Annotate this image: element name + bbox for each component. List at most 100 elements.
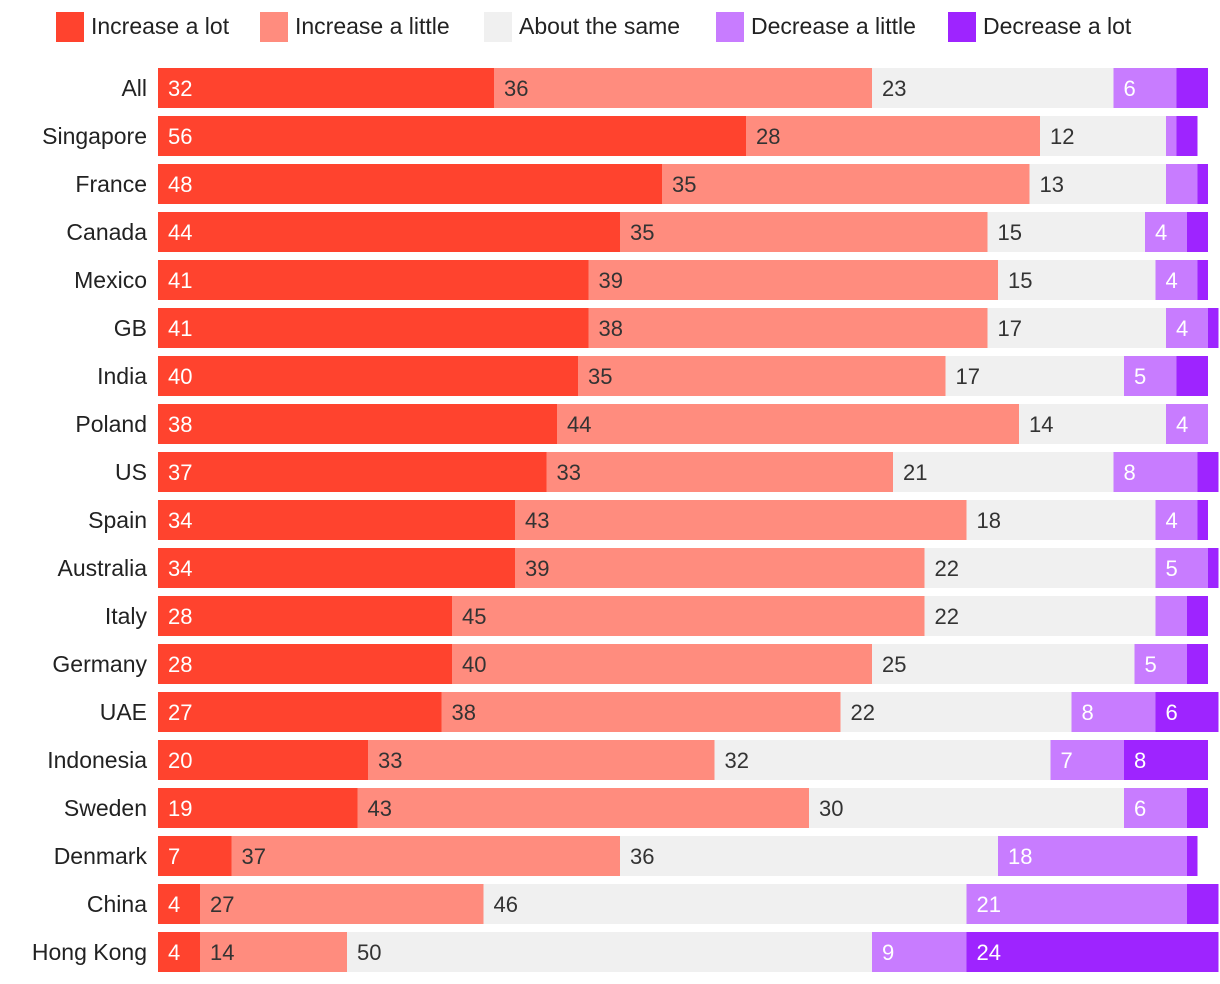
category-label: GB bbox=[114, 315, 147, 341]
row-all: All 32 36 23 6 bbox=[121, 68, 1208, 108]
bar-increase-a-lot bbox=[158, 500, 515, 540]
data-label-about-the-same: 50 bbox=[357, 940, 381, 965]
data-label-about-the-same: 21 bbox=[903, 460, 927, 485]
data-label-increase-a-lot: 19 bbox=[168, 796, 192, 821]
data-label-decrease-a-little: 9 bbox=[882, 940, 894, 965]
bar-increase-a-little bbox=[588, 308, 988, 348]
data-label-increase-a-little: 44 bbox=[567, 412, 591, 437]
row-gb: GB 41 38 17 4 bbox=[114, 308, 1219, 348]
data-label-increase-a-lot: 7 bbox=[168, 844, 180, 869]
row-italy: Italy 28 45 22 bbox=[105, 596, 1208, 636]
bar-about-the-same bbox=[924, 548, 1156, 588]
data-label-increase-a-little: 39 bbox=[599, 268, 623, 293]
category-label: France bbox=[75, 171, 147, 197]
data-label-about-the-same: 30 bbox=[819, 796, 843, 821]
category-label: Denmark bbox=[54, 843, 148, 869]
bar-increase-a-little bbox=[515, 548, 925, 588]
data-label-about-the-same: 18 bbox=[977, 508, 1001, 533]
bar-decrease-a-little bbox=[1166, 116, 1177, 156]
bar-increase-a-lot bbox=[158, 164, 662, 204]
bar-increase-a-little bbox=[620, 212, 988, 252]
data-label-decrease-a-lot: 6 bbox=[1166, 700, 1178, 725]
category-label: Indonesia bbox=[47, 747, 147, 773]
bar-increase-a-lot bbox=[158, 116, 746, 156]
data-label-increase-a-little: 39 bbox=[525, 556, 549, 581]
legend: Increase a lot Increase a little About the… bbox=[56, 12, 1132, 42]
category-label: Spain bbox=[88, 507, 147, 533]
bar-increase-a-little bbox=[357, 788, 809, 828]
data-label-increase-a-lot: 38 bbox=[168, 412, 192, 437]
bar-about-the-same bbox=[924, 596, 1156, 636]
bar-about-the-same bbox=[966, 500, 1156, 540]
bar-increase-a-little bbox=[588, 260, 998, 300]
data-label-increase-a-lot: 27 bbox=[168, 700, 192, 725]
data-label-about-the-same: 25 bbox=[882, 652, 906, 677]
data-label-about-the-same: 36 bbox=[630, 844, 654, 869]
bar-increase-a-lot bbox=[158, 212, 620, 252]
category-label: Poland bbox=[75, 411, 147, 437]
bar-increase-a-lot bbox=[158, 68, 494, 108]
data-label-increase-a-little: 37 bbox=[242, 844, 266, 869]
bar-decrease-a-lot bbox=[1197, 500, 1208, 540]
row-germany: Germany 28 40 25 5 bbox=[52, 644, 1208, 684]
bar-increase-a-lot bbox=[158, 932, 200, 972]
bar-increase-a-little bbox=[515, 500, 967, 540]
bar-about-the-same bbox=[483, 884, 967, 924]
legend-label-increase-a-lot: Increase a lot bbox=[91, 13, 230, 39]
bar-about-the-same bbox=[872, 644, 1135, 684]
row-sweden: Sweden 19 43 30 6 bbox=[64, 788, 1208, 828]
row-poland: Poland 38 44 14 4 bbox=[75, 404, 1208, 444]
data-label-increase-a-little: 33 bbox=[557, 460, 581, 485]
bar-increase-a-lot bbox=[158, 740, 368, 780]
data-label-increase-a-little: 38 bbox=[452, 700, 476, 725]
bar-about-the-same bbox=[714, 740, 1051, 780]
bar-decrease-a-lot bbox=[1197, 260, 1208, 300]
data-label-about-the-same: 12 bbox=[1050, 124, 1074, 149]
bar-decrease-a-lot bbox=[1197, 164, 1208, 204]
bar-increase-a-lot bbox=[158, 452, 547, 492]
legend-swatch-about-the-same bbox=[484, 12, 512, 42]
data-label-increase-a-little: 45 bbox=[462, 604, 486, 629]
data-label-decrease-a-little: 18 bbox=[1008, 844, 1032, 869]
data-label-increase-a-little: 33 bbox=[378, 748, 402, 773]
bar-decrease-a-little bbox=[1166, 164, 1198, 204]
data-label-decrease-a-little: 4 bbox=[1166, 268, 1178, 293]
bar-about-the-same bbox=[998, 260, 1156, 300]
data-label-decrease-a-lot: 24 bbox=[977, 940, 1001, 965]
category-label: Singapore bbox=[42, 123, 147, 149]
data-label-about-the-same: 17 bbox=[998, 316, 1022, 341]
legend-label-about-the-same: About the same bbox=[519, 13, 680, 39]
row-australia: Australia 34 39 22 5 bbox=[58, 548, 1219, 588]
bar-decrease-a-little bbox=[1166, 308, 1208, 348]
bar-increase-a-lot bbox=[158, 644, 452, 684]
row-singapore: Singapore 56 28 12 bbox=[42, 116, 1198, 156]
legend-label-increase-a-little: Increase a little bbox=[295, 13, 450, 39]
data-label-decrease-a-little: 4 bbox=[1166, 508, 1178, 533]
bar-decrease-a-little bbox=[1113, 68, 1177, 108]
bar-decrease-a-little bbox=[1071, 692, 1156, 732]
data-label-increase-a-lot: 28 bbox=[168, 604, 192, 629]
data-label-decrease-a-little: 7 bbox=[1061, 748, 1073, 773]
bar-increase-a-little bbox=[494, 68, 872, 108]
data-label-about-the-same: 15 bbox=[998, 220, 1022, 245]
category-label: Italy bbox=[105, 603, 148, 629]
bar-increase-a-lot bbox=[158, 788, 358, 828]
data-label-about-the-same: 22 bbox=[935, 604, 959, 629]
data-label-increase-a-lot: 41 bbox=[168, 316, 192, 341]
bar-decrease-a-little bbox=[1134, 644, 1187, 684]
legend-swatch-increase-a-lot bbox=[56, 12, 84, 42]
data-label-decrease-a-little: 4 bbox=[1176, 316, 1188, 341]
bar-about-the-same bbox=[620, 836, 998, 876]
data-label-increase-a-lot: 40 bbox=[168, 364, 192, 389]
legend-swatch-decrease-a-little bbox=[716, 12, 744, 42]
bar-decrease-a-little bbox=[1155, 548, 1208, 588]
bar-decrease-a-lot bbox=[1176, 68, 1208, 108]
bar-decrease-a-lot bbox=[1176, 356, 1208, 396]
data-label-increase-a-lot: 4 bbox=[168, 940, 180, 965]
bar-about-the-same bbox=[987, 308, 1166, 348]
bar-increase-a-lot bbox=[158, 356, 578, 396]
bar-about-the-same bbox=[987, 212, 1145, 252]
bar-about-the-same bbox=[945, 356, 1124, 396]
bar-about-the-same bbox=[840, 692, 1072, 732]
